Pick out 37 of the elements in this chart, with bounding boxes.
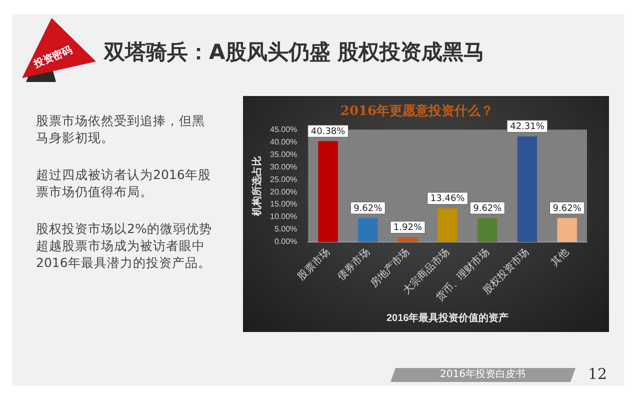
- y-axis-title: 机构所选占比: [250, 156, 263, 217]
- text: 12: [588, 365, 608, 383]
- data-label: 40.38%: [310, 126, 346, 137]
- bar: [318, 141, 338, 242]
- bar: [517, 136, 538, 242]
- chart-title: 2016年更愿意投资什么？: [340, 103, 494, 120]
- text: 股权投资市场以2%的微弱优势超越股票市场成为被访者眼中2016年最具潜力的投资产品。: [36, 220, 213, 271]
- x-tick-label: 股票市场: [295, 246, 332, 283]
- y-tick-label: 30.00%: [270, 162, 298, 172]
- data-label: 13.46%: [430, 194, 466, 204]
- data-label: 42.31%: [510, 122, 545, 132]
- text: 股票市场依然受到追捧，但黑马身影初现。: [36, 112, 206, 146]
- text: 超过四成被访者认为2016年股票市场仍值得布局。: [36, 166, 212, 200]
- bar: [557, 218, 577, 242]
- y-tick-label: 5.00%: [274, 224, 298, 234]
- y-tick-label: 25.00%: [270, 174, 298, 184]
- x-tick-label: 债券市场: [335, 246, 372, 283]
- y-tick-label: 15.00%: [270, 200, 298, 209]
- bar: [398, 237, 418, 242]
- y-tick-label: 40.00%: [270, 137, 298, 146]
- data-label: 9.62%: [473, 204, 502, 214]
- y-tick-label: 35.00%: [270, 150, 298, 159]
- y-tick-label: 45.00%: [270, 124, 298, 134]
- text: 双塔骑兵：A股风头仍盛 股权投资成黑马: [104, 39, 485, 66]
- x-tick-label: 其他: [548, 246, 572, 268]
- data-label: 1.92%: [393, 223, 422, 234]
- y-tick-label: 20.00%: [270, 187, 298, 196]
- bar: [478, 218, 498, 242]
- x-axis-title: 2016年最具投资价值的资产: [386, 312, 509, 324]
- bar: [438, 208, 458, 242]
- data-label: 9.62%: [354, 204, 383, 214]
- bar: [358, 218, 378, 242]
- data-label: 9.62%: [552, 204, 582, 214]
- y-tick-label: 0.00%: [274, 237, 298, 246]
- y-tick-label: 10.00%: [270, 212, 298, 222]
- text: 投资密码: [32, 44, 74, 71]
- text: 2016年投资白皮书: [440, 368, 526, 382]
